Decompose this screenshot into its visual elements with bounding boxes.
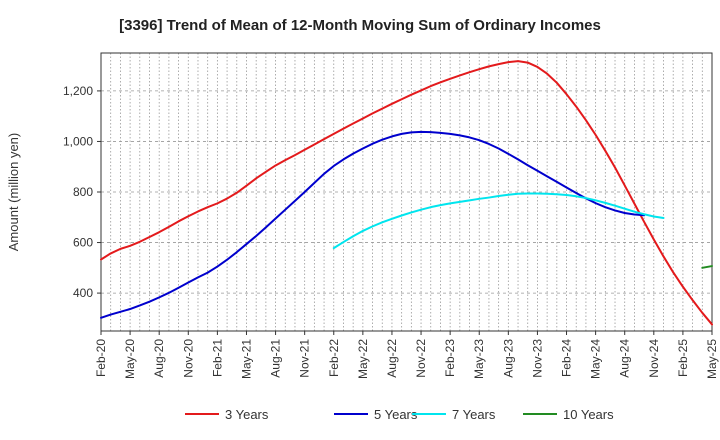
x-tick-label: May-24 [589, 339, 603, 379]
y-axis-label: Amount (million yen) [6, 133, 21, 252]
plot-background [101, 53, 712, 331]
x-tick-label: Nov-23 [530, 339, 544, 378]
x-tick-label: May-25 [705, 339, 719, 379]
series-line-5-years [100, 130, 646, 319]
legend-item: 7 Years [412, 407, 496, 422]
series-lines [100, 60, 713, 326]
gridlines [101, 53, 712, 331]
legend-label: 10 Years [563, 407, 614, 422]
legend-item: 3 Years [185, 407, 269, 422]
series-line-3-years [100, 60, 713, 326]
x-tick-label: Feb-24 [560, 339, 574, 377]
y-tick-label: 1,000 [63, 134, 93, 148]
legend-item: 5 Years [334, 407, 418, 422]
x-tick-label: Feb-21 [210, 339, 224, 377]
y-tick-label: 600 [73, 236, 93, 250]
x-tick-label: Aug-24 [618, 339, 632, 378]
x-tick-label: Aug-21 [269, 339, 283, 378]
x-tick-label: Aug-22 [385, 339, 399, 378]
x-tick-label: Feb-23 [443, 339, 457, 377]
x-tick-label: Nov-21 [298, 339, 312, 378]
legend-label: 5 Years [374, 407, 418, 422]
x-tick-label: Nov-22 [414, 339, 428, 378]
y-tick-label: 1,200 [63, 84, 93, 98]
y-axis-ticks: 400 600 800 1,000 1,200 [63, 84, 101, 300]
x-axis-ticks: Feb-20 May-20 Aug-20 Nov-20 Feb-21 May-21 Aug-… [94, 331, 719, 379]
legend-label: 7 Years [452, 407, 496, 422]
x-tick-label: Feb-25 [676, 339, 690, 377]
series-line-7-years [332, 192, 665, 250]
y-tick-label: 400 [73, 286, 93, 300]
x-tick-label: May-23 [472, 339, 486, 379]
x-tick-label: May-20 [123, 339, 137, 379]
legend: 3 Years 5 Years 7 Years 10 Years [185, 407, 614, 422]
x-tick-label: Aug-23 [501, 339, 515, 378]
x-tick-label: Aug-20 [152, 339, 166, 378]
x-tick-label: Nov-24 [647, 339, 661, 378]
x-tick-label: May-21 [239, 339, 253, 379]
x-tick-label: Feb-22 [327, 339, 341, 377]
legend-label: 3 Years [225, 407, 269, 422]
y-tick-label: 800 [73, 185, 93, 199]
x-tick-label: Nov-20 [181, 339, 195, 378]
series-line-10-years [701, 265, 713, 269]
chart-title: [3396] Trend of Mean of 12-Month Moving … [119, 17, 601, 34]
legend-item: 10 Years [523, 407, 614, 422]
x-tick-label: May-22 [356, 339, 370, 379]
x-tick-label: Feb-20 [94, 339, 108, 377]
